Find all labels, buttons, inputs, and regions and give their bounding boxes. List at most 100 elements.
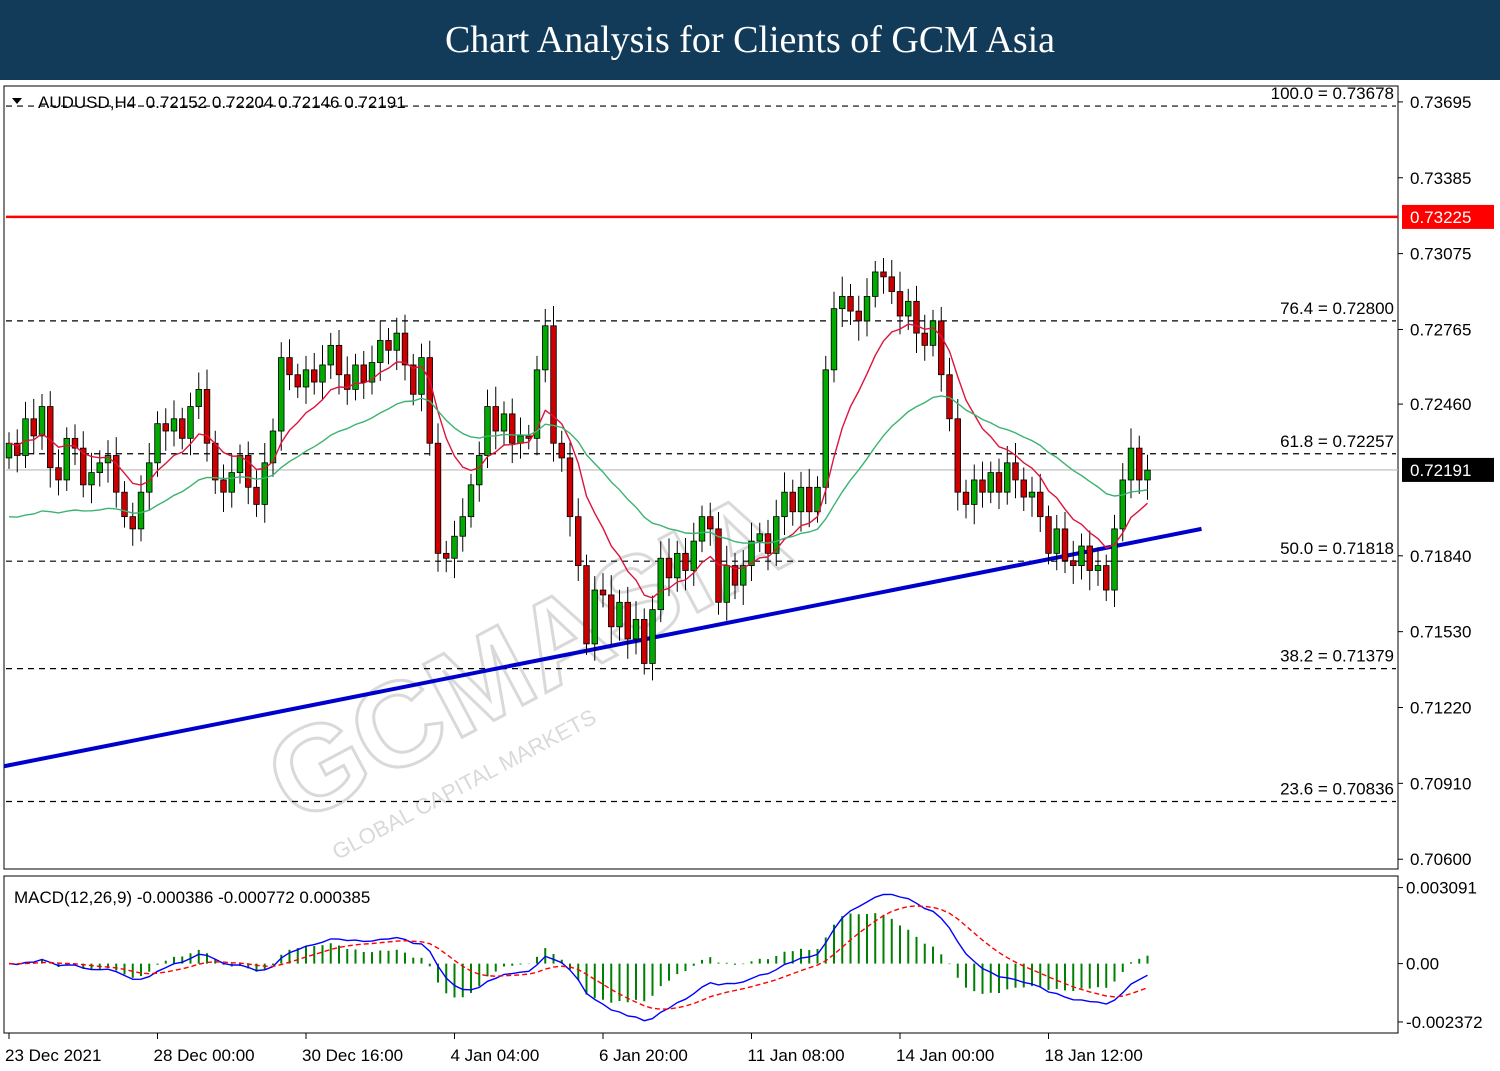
bull-candle — [22, 418, 29, 456]
resistance-price-label: 0.73225 — [1410, 208, 1471, 227]
bull-candle — [863, 296, 871, 322]
macd-group: 0.003091 0.00 -0.002372 — [8, 879, 1483, 1032]
price-axis-group: 0.73695 0.73385 0.73075 0.72765 0.72460 0.718… — [1398, 93, 1471, 869]
bear-candle — [707, 516, 714, 530]
price-tick-label: 0.71220 — [1410, 699, 1471, 718]
bear-candle — [1012, 462, 1019, 481]
bull-candle — [517, 435, 524, 444]
bull-candle — [1078, 545, 1085, 566]
fibonacci-levels: 100.0 = 0.73678 76.4 = 0.72800 61.8 = 0.72… — [6, 84, 1494, 803]
bear-candle — [253, 486, 260, 505]
bear-candle — [179, 418, 186, 439]
bull-candle — [1127, 447, 1135, 481]
bull-candle — [459, 516, 466, 537]
bear-candle — [962, 491, 970, 505]
bear-candle — [311, 369, 318, 383]
time-tick-label: 28 Dec 00:00 — [154, 1046, 255, 1065]
bear-candle — [624, 601, 631, 640]
bear-candle — [1103, 565, 1110, 591]
bear-candle — [913, 300, 920, 334]
bear-candle — [715, 528, 722, 603]
price-tick-label: 0.71530 — [1410, 623, 1471, 642]
bear-candle — [385, 340, 392, 351]
bull-candle — [1094, 565, 1102, 571]
bull-candle — [352, 364, 359, 390]
bear-candle — [335, 344, 343, 376]
bear-candle — [550, 325, 557, 444]
fib-level-label: 23.6 = 0.70836 — [1280, 779, 1394, 798]
bear-candle — [1136, 447, 1143, 481]
bull-candle — [773, 516, 780, 554]
bull-candle — [698, 516, 706, 542]
bull-candle — [319, 364, 326, 383]
bull-candle — [484, 406, 491, 456]
bear-candle — [1070, 560, 1077, 566]
time-tick-label: 14 Jan 00:00 — [896, 1046, 994, 1065]
bear-candle — [954, 418, 961, 493]
price-chart[interactable]: GCMASIA GLOBAL CAPITAL MARKETS 100.0 = 0… — [0, 80, 1500, 1071]
bull-candle — [368, 362, 376, 383]
bull-candle — [278, 357, 285, 432]
bear-candle — [1061, 528, 1069, 562]
bull-candle — [154, 423, 161, 464]
time-tick-label: 6 Jan 20:00 — [599, 1046, 688, 1065]
bull-candle — [839, 296, 846, 310]
fib-level-label: 38.2 = 0.71379 — [1280, 647, 1394, 666]
bear-candle — [401, 332, 409, 366]
bull-candle — [616, 601, 623, 628]
bear-candle — [121, 491, 128, 518]
bear-candle — [806, 486, 813, 513]
bull-candle — [393, 332, 400, 351]
bull-candle — [418, 357, 425, 395]
bull-candle — [302, 369, 310, 388]
bear-candle — [509, 413, 516, 444]
bull-candle — [327, 344, 334, 366]
bull-candle — [756, 533, 763, 542]
bear-candle — [245, 455, 252, 488]
bull-candle — [674, 552, 681, 579]
bear-candle — [789, 491, 796, 513]
bear-candle — [938, 320, 945, 376]
fib-level-label: 50.0 = 0.71818 — [1280, 539, 1394, 558]
bear-candle — [80, 447, 87, 486]
bull-candle — [971, 479, 978, 505]
bear-candle — [129, 516, 136, 530]
bear-candle — [1045, 516, 1052, 554]
bull-candle — [740, 565, 747, 586]
bull-candle — [96, 462, 103, 474]
bear-candle — [162, 423, 169, 432]
bear-candle — [55, 467, 62, 481]
macd-line — [8, 893, 1148, 1022]
bull-candle — [500, 413, 508, 432]
bear-candle — [30, 418, 37, 437]
bull-candle — [228, 472, 235, 493]
bear-candle — [294, 374, 301, 388]
bear-candle — [47, 406, 54, 469]
bear-candle — [979, 479, 986, 493]
signal-line — [8, 905, 1148, 1010]
bull-candle — [1144, 469, 1151, 481]
bear-candle — [410, 364, 417, 395]
fib-level-label: 100.0 = 0.73678 — [1271, 84, 1394, 103]
bull-candle — [1004, 462, 1011, 493]
macd-header: MACD(12,26,9) -0.000386 -0.000772 0.0003… — [14, 888, 370, 907]
macd-tick-label: -0.002372 — [1406, 1013, 1483, 1032]
bear-candle — [113, 455, 120, 493]
current-price-label: 0.72191 — [1410, 461, 1471, 480]
bear-candle — [443, 552, 450, 559]
bear-candle — [583, 565, 590, 645]
bull-candle — [38, 406, 46, 437]
current-price-badge — [1402, 457, 1494, 482]
bull-candle — [377, 340, 384, 363]
symbol-header: AUDUSD,H4 0.72152 0.72204 0.72146 0.7219… — [38, 93, 406, 112]
price-tick-label: 0.73695 — [1410, 93, 1471, 112]
macd-tick-label: 0.00 — [1406, 955, 1439, 974]
bull-candle — [723, 565, 730, 603]
bear-candle — [921, 332, 928, 346]
price-tick-label: 0.70910 — [1410, 774, 1471, 793]
bull-candle — [814, 486, 821, 513]
bear-candle — [1037, 491, 1044, 518]
collapse-arrow-icon[interactable] — [12, 98, 22, 104]
bull-candle — [632, 619, 640, 640]
bear-candle — [896, 291, 904, 317]
